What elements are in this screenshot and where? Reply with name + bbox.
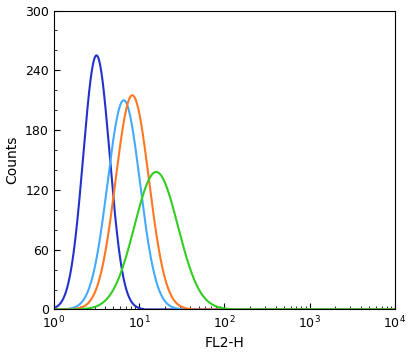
Y-axis label: Counts: Counts <box>5 136 19 184</box>
X-axis label: FL2-H: FL2-H <box>204 336 244 350</box>
